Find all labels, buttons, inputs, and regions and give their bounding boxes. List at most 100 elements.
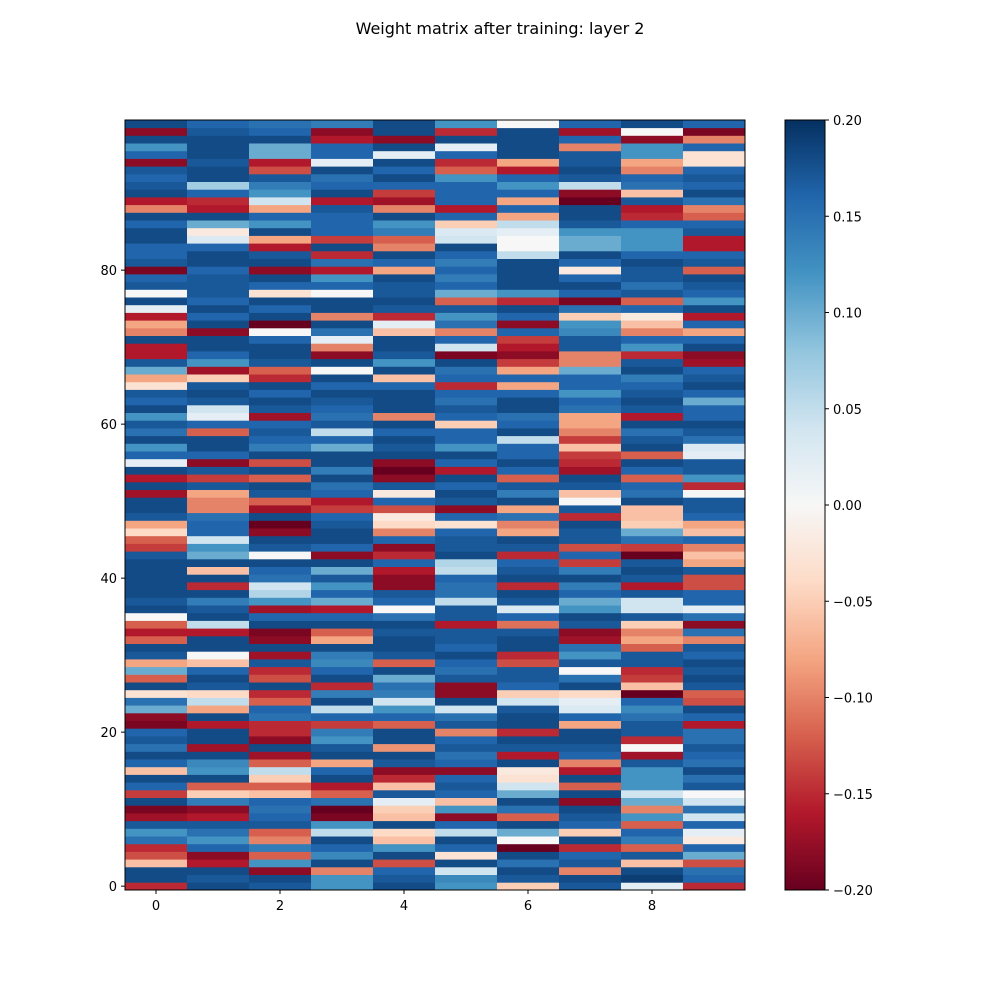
heatmap-cell — [559, 458, 622, 467]
heatmap-cell — [373, 774, 436, 783]
heatmap-cell — [435, 574, 498, 583]
heatmap-cell — [373, 759, 436, 768]
heatmap-cell — [311, 173, 374, 182]
heatmap-cell — [125, 712, 188, 721]
heatmap-cell — [435, 312, 498, 321]
heatmap-cell — [435, 566, 498, 575]
heatmap-cell — [373, 204, 436, 213]
heatmap-cell — [683, 712, 746, 721]
heatmap-cell — [497, 366, 560, 375]
heatmap-cell — [125, 543, 188, 552]
heatmap-cell — [249, 250, 312, 259]
heatmap-cell — [435, 851, 498, 860]
heatmap-cell — [187, 389, 250, 398]
heatmap-cell — [311, 481, 374, 490]
heatmap-cell — [187, 250, 250, 259]
heatmap-cell — [249, 743, 312, 752]
heatmap-cell — [435, 859, 498, 868]
heatmap-cell — [373, 766, 436, 775]
heatmap-cell — [373, 651, 436, 660]
heatmap-cell — [621, 320, 684, 329]
heatmap-cell — [373, 859, 436, 868]
heatmap-cell — [373, 381, 436, 390]
heatmap-cell — [497, 689, 560, 698]
heatmap-cell — [621, 358, 684, 367]
heatmap-cell — [683, 612, 746, 621]
heatmap-cell — [249, 312, 312, 321]
heatmap-cell — [249, 643, 312, 652]
heatmap-cell — [683, 466, 746, 475]
heatmap-cell — [497, 782, 560, 791]
heatmap-cell — [435, 428, 498, 437]
heatmap-cell — [683, 404, 746, 413]
heatmap-cell — [621, 859, 684, 868]
heatmap-cell — [497, 489, 560, 498]
heatmap-cell — [683, 843, 746, 852]
heatmap-cell — [311, 381, 374, 390]
heatmap-cell — [435, 281, 498, 290]
heatmap-cell — [125, 751, 188, 760]
heatmap-cell — [125, 789, 188, 798]
heatmap-cell — [559, 820, 622, 829]
heatmap-cell — [497, 836, 560, 845]
heatmap-cell — [435, 743, 498, 752]
heatmap-cell — [497, 428, 560, 437]
heatmap-cell — [621, 335, 684, 344]
heatmap-cell — [311, 866, 374, 875]
heatmap-cell — [683, 605, 746, 614]
heatmap-cell — [187, 143, 250, 152]
heatmap-cell — [435, 220, 498, 229]
heatmap-cell — [249, 404, 312, 413]
heatmap-cell — [311, 197, 374, 206]
heatmap-cell — [187, 404, 250, 413]
heatmap-cell — [559, 173, 622, 182]
heatmap-cell — [187, 789, 250, 798]
heatmap-cell — [497, 327, 560, 336]
heatmap-cell — [435, 505, 498, 514]
heatmap-cell — [497, 335, 560, 344]
heatmap-cell — [125, 220, 188, 229]
heatmap-cell — [435, 197, 498, 206]
heatmap-cell — [249, 558, 312, 567]
heatmap-cell — [187, 451, 250, 460]
heatmap-cell — [249, 389, 312, 398]
heatmap-cell — [683, 220, 746, 229]
heatmap-cell — [497, 666, 560, 675]
heatmap-cell — [683, 751, 746, 760]
heatmap-cell — [311, 250, 374, 259]
heatmap-cell — [249, 836, 312, 845]
heatmap-cell — [559, 335, 622, 344]
heatmap-cell — [435, 558, 498, 567]
heatmap-cell — [187, 612, 250, 621]
heatmap-cell — [435, 474, 498, 483]
heatmap-cell — [497, 220, 560, 229]
heatmap-cell — [125, 197, 188, 206]
heatmap-cell — [497, 712, 560, 721]
heatmap-cell — [497, 828, 560, 837]
heatmap-cell — [373, 805, 436, 814]
heatmap-cell — [683, 497, 746, 506]
heatmap-cell — [125, 227, 188, 236]
heatmap-cell — [373, 343, 436, 352]
heatmap-cell — [621, 743, 684, 752]
heatmap-cell — [125, 651, 188, 660]
heatmap-cell — [249, 666, 312, 675]
heatmap-cell — [373, 851, 436, 860]
heatmap-cell — [683, 558, 746, 567]
heatmap-cell — [683, 512, 746, 521]
heatmap-cell — [683, 266, 746, 275]
heatmap-cell — [559, 227, 622, 236]
heatmap-cell — [311, 620, 374, 629]
heatmap-cell — [249, 543, 312, 552]
heatmap-cell — [249, 274, 312, 283]
heatmap-cell — [559, 566, 622, 575]
heatmap-cell — [683, 227, 746, 236]
heatmap-cell — [683, 212, 746, 221]
heatmap-cell — [187, 689, 250, 698]
heatmap-cell — [249, 866, 312, 875]
heatmap-cell — [249, 582, 312, 591]
heatmap-cell — [249, 674, 312, 683]
heatmap-cell — [311, 189, 374, 198]
heatmap-cell — [249, 528, 312, 537]
heatmap-cell — [621, 404, 684, 413]
